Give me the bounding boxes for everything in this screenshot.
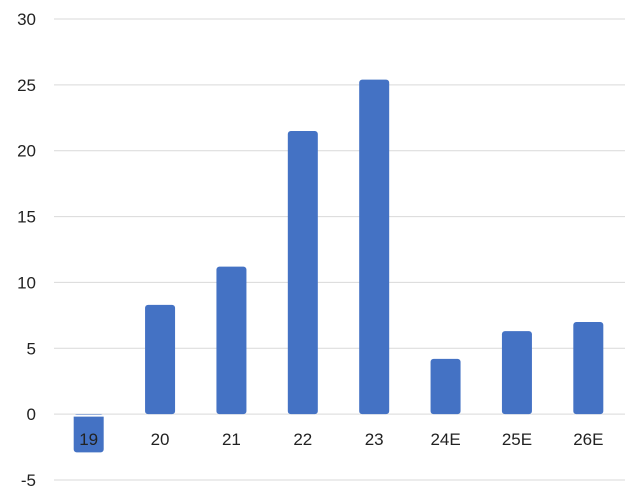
bar-22 (287, 130, 318, 415)
x-tick-label: 19 (79, 430, 98, 449)
x-axis-tick-labels: 19 20 21 22 23 24E 25E 26E (79, 430, 603, 449)
bar-26E (573, 321, 604, 415)
x-tick-label: 25E (502, 430, 532, 449)
bar-20 (145, 304, 176, 415)
gridlines (54, 18, 625, 481)
x-tick-label: 26E (573, 430, 603, 449)
x-tick-label: 20 (151, 430, 170, 449)
y-tick-label: 15 (17, 208, 36, 227)
y-tick-label: 0 (27, 405, 36, 424)
y-tick-label: 10 (17, 273, 36, 292)
bar-25E (501, 331, 532, 415)
x-tick-label: 21 (222, 430, 241, 449)
bars (73, 79, 604, 453)
x-tick-label: 23 (365, 430, 384, 449)
y-tick-label: 5 (27, 339, 36, 358)
y-axis-tick-labels: 30 25 20 15 10 5 0 -5 (17, 10, 36, 490)
y-tick-label: 30 (17, 10, 36, 29)
y-tick-label: -5 (21, 471, 36, 489)
x-tick-label: 22 (293, 430, 312, 449)
bar-24E (430, 358, 461, 415)
x-tick-label: 24E (430, 430, 460, 449)
bar-23 (359, 79, 390, 415)
bar-21 (216, 266, 247, 415)
y-tick-label: 25 (17, 76, 36, 95)
bar-19 (73, 414, 104, 453)
y-tick-label: 20 (17, 142, 36, 161)
